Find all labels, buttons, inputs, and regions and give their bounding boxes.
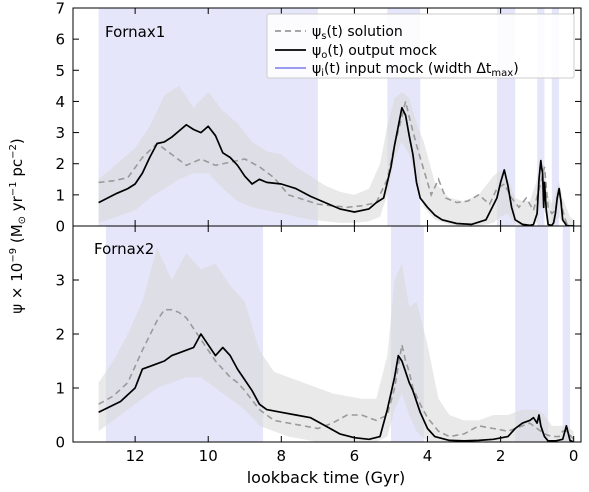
- x-tick-label: 8: [277, 447, 287, 465]
- uncertainty-area: [98, 247, 574, 442]
- x-tick-label: 6: [350, 447, 360, 465]
- uncertainty-band: [98, 247, 574, 442]
- y-tick-label: 4: [55, 93, 65, 111]
- input-band: [551, 8, 560, 226]
- y-tick-label: 0: [55, 434, 65, 452]
- output-line-group: [98, 333, 575, 442]
- legend-solution-label: ψs(t) solution: [312, 24, 403, 42]
- y-tick-label: 0: [55, 218, 65, 236]
- y-tick-label: 5: [55, 62, 65, 80]
- x-axis-ticks: [134, 8, 575, 226]
- x-tick-label: 2: [496, 447, 506, 465]
- x-tick-label: 4: [423, 447, 433, 465]
- x-axis-label: lookback time (Gyr): [247, 468, 406, 487]
- y-tick-label: 2: [55, 326, 65, 344]
- input-band: [515, 226, 549, 442]
- legend-output-label: ψo(t) output mock: [312, 43, 438, 61]
- output-line: [98, 106, 574, 226]
- y-tick-label: 1: [55, 186, 65, 204]
- input-band: [537, 8, 545, 226]
- output-line-group: [98, 106, 574, 226]
- x-tick-label: 0: [569, 447, 579, 465]
- y-tick-label: 3: [55, 272, 65, 290]
- y-axis-label: ψ × 10−9 (M⊙ yr−1 pc−2): [8, 138, 28, 314]
- uncertainty-band: [98, 85, 574, 226]
- legend-box: [266, 13, 575, 79]
- solution-line: [98, 101, 574, 226]
- solution-line-group: [98, 101, 574, 226]
- output-line: [98, 333, 575, 442]
- input-band: [562, 226, 571, 442]
- x-axis-ticks: 12 10 8 6 4 2 0: [126, 226, 579, 465]
- panel-title: Fornax2: [94, 240, 154, 258]
- y-tick-label: 1: [55, 380, 65, 398]
- y-tick-label: 7: [55, 0, 65, 18]
- x-tick-label: 10: [199, 447, 218, 465]
- panel-frame: [72, 225, 582, 443]
- uncertainty-area: [98, 85, 574, 226]
- solution-line: [98, 308, 575, 440]
- y-tick-label: 3: [55, 124, 65, 142]
- solution-line-group: [98, 308, 575, 440]
- x-tick-label: 12: [126, 447, 145, 465]
- legend-input-label: ψi(t) input mock (width Δtmax): [312, 61, 519, 79]
- panel-title: Fornax1: [105, 23, 165, 41]
- legend: ψs(t) solution ψo(t) output mock ψi(t) i…: [266, 13, 575, 79]
- y-tick-label: 2: [55, 155, 65, 173]
- y-tick-label: 6: [55, 31, 65, 49]
